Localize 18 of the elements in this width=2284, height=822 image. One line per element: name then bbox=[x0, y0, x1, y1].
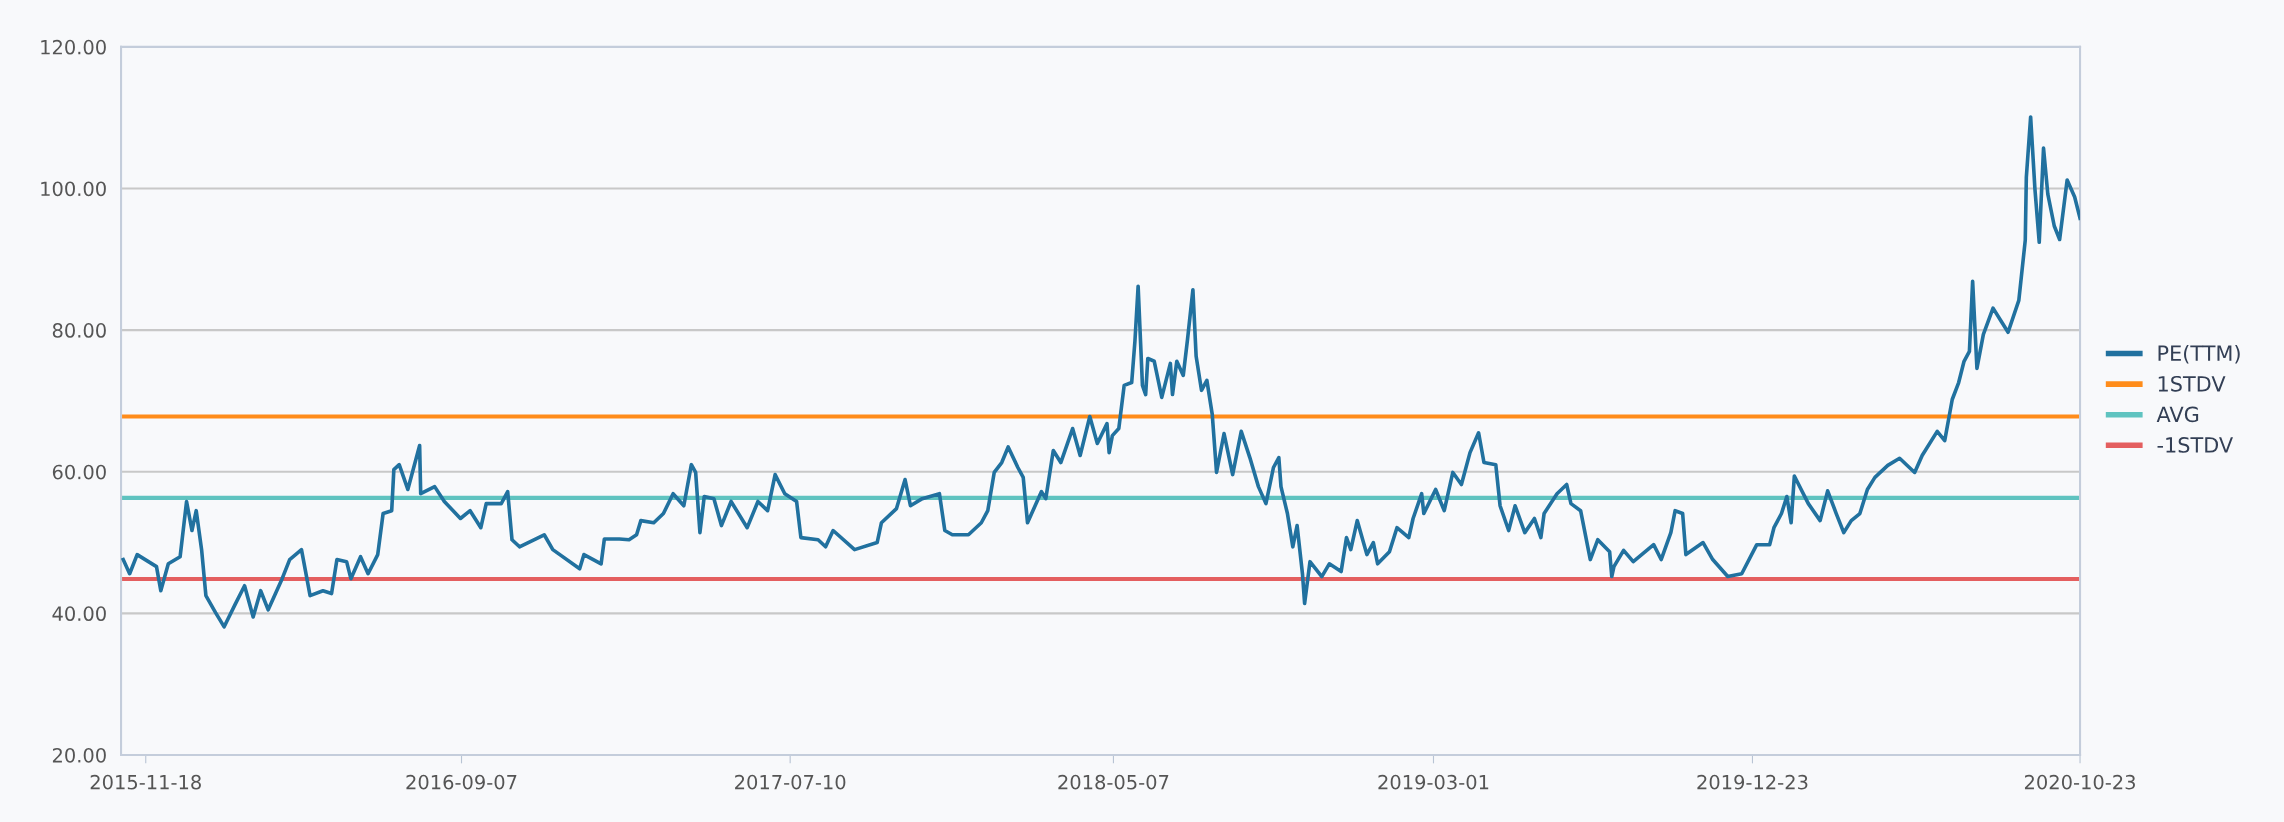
y-tick-label: 80.00 bbox=[52, 323, 106, 338]
x-tick-label: 2017-07-10 bbox=[735, 774, 846, 790]
line-series bbox=[121, 115, 2081, 629]
legend-label: AVG bbox=[2156, 406, 2199, 423]
y-tick-label: 20.00 bbox=[52, 747, 106, 763]
legend-label: -1STDV bbox=[2157, 437, 2233, 453]
x-tick-label: 2019-12-23 bbox=[1697, 774, 1808, 790]
y-tick-label: 100.00 bbox=[41, 181, 106, 197]
x-tick-label: 2018-05-07 bbox=[1058, 774, 1169, 790]
x-tick-label: 2015-11-18 bbox=[90, 774, 201, 790]
legend-label: 1STDV bbox=[2158, 375, 2226, 392]
x-tick-label: 2020-10-23 bbox=[2024, 774, 2135, 790]
y-tick-label: 60.00 bbox=[52, 464, 106, 480]
legend-label: PE(TTM) bbox=[2158, 345, 2240, 364]
x-tick-label: 2019-03-01 bbox=[1378, 774, 1489, 790]
y-tick-label: 120.00 bbox=[41, 39, 106, 55]
y-tick-label: 40.00 bbox=[52, 606, 106, 622]
x-tick-label: 2016-09-07 bbox=[406, 774, 517, 790]
